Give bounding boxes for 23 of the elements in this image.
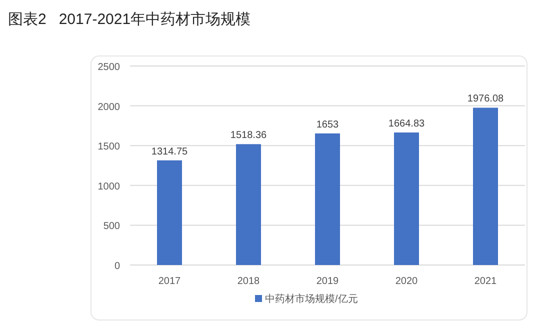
data-label: 1518.36 — [230, 130, 268, 142]
data-label: 1664.83 — [388, 118, 426, 130]
y-tick-label: 500 — [103, 221, 120, 232]
bar — [394, 132, 419, 265]
chart-title: 图表2 2017-2021年中药材市场规模 — [8, 11, 251, 28]
y-tick-label: 0 — [114, 261, 120, 272]
bar — [236, 144, 261, 265]
x-tick-label: 2018 — [237, 276, 260, 287]
y-tick-label: 2000 — [98, 102, 120, 113]
data-label: 1314.75 — [151, 146, 188, 158]
data-label: 1976.08 — [467, 94, 504, 105]
bar — [315, 133, 340, 265]
y-tick-label: 2500 — [98, 62, 120, 73]
bar — [473, 108, 498, 265]
x-tick-label: 2019 — [316, 276, 340, 287]
data-label: 1653 — [316, 119, 340, 130]
x-tick-label: 2020 — [395, 276, 418, 287]
legend-label: 中药材市场规模/亿元 — [265, 293, 358, 305]
y-tick-label: 1000 — [98, 181, 120, 192]
x-tick-label: 2021 — [474, 276, 498, 287]
bar — [157, 160, 182, 265]
x-tick-label: 2017 — [158, 276, 182, 287]
y-tick-label: 1500 — [98, 142, 120, 153]
